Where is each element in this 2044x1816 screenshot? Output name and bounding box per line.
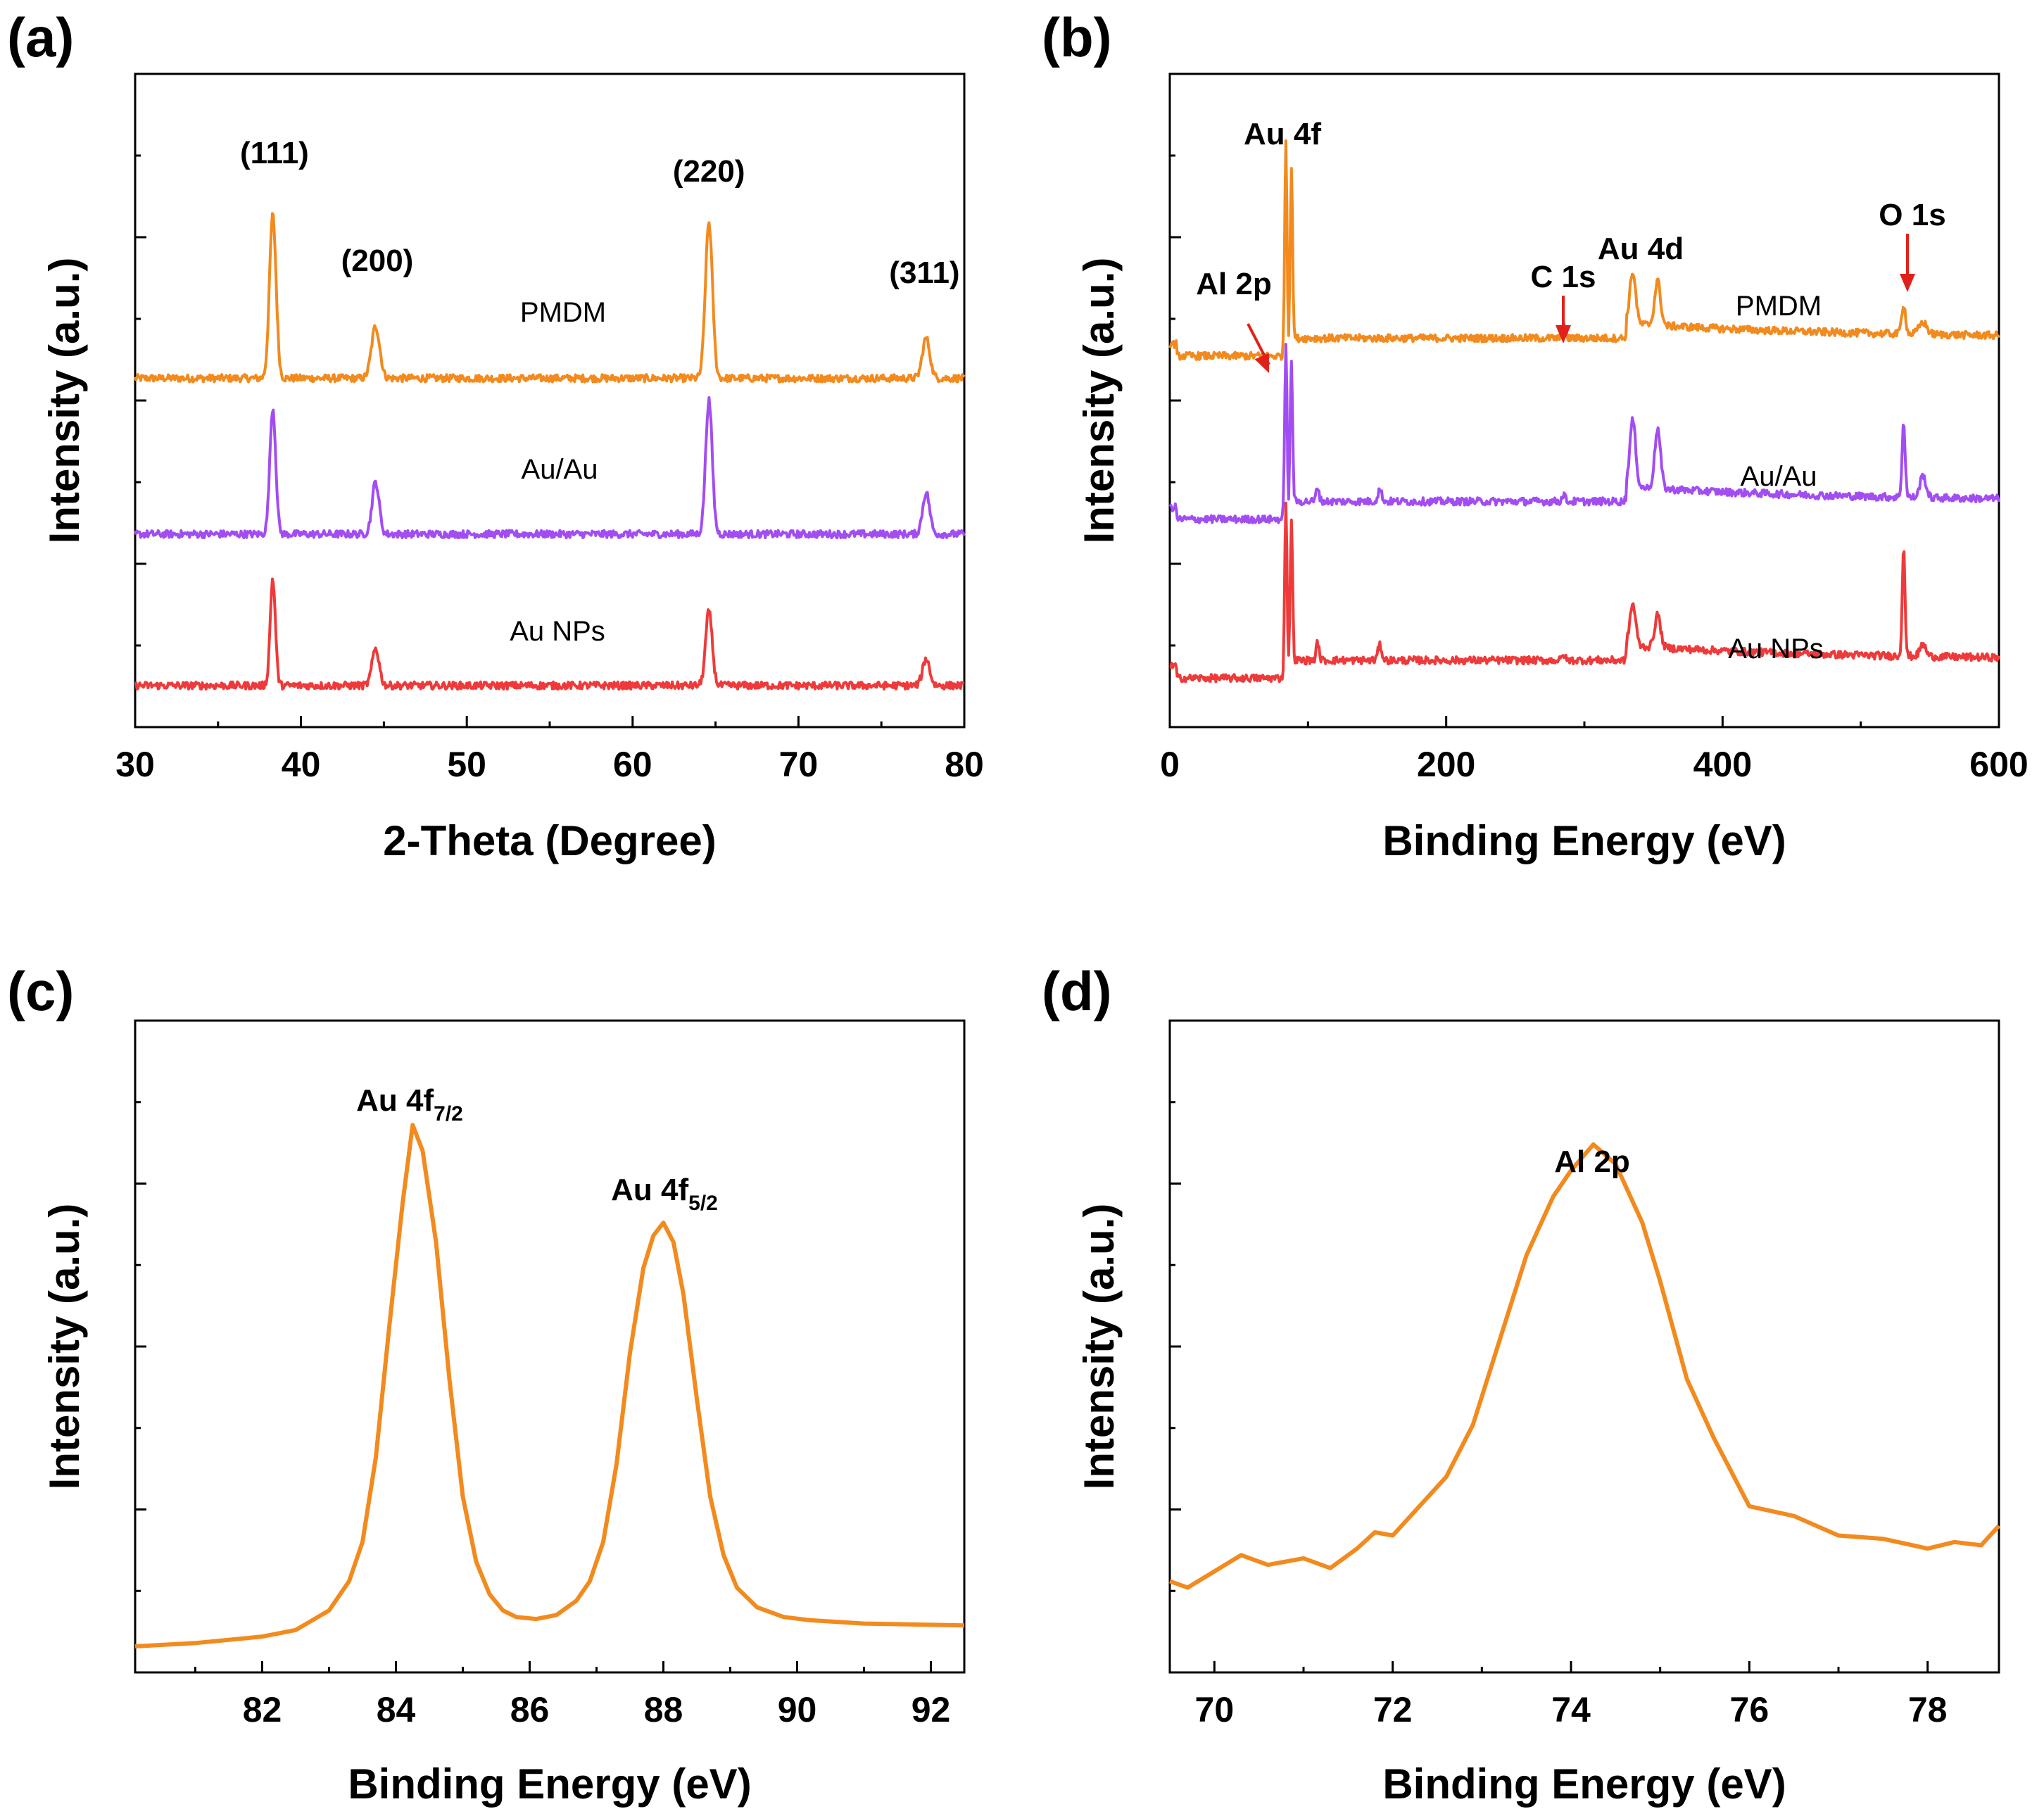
series-group-d <box>1168 1142 2001 1590</box>
plot-frame-d <box>1168 1019 2000 1674</box>
peak-label-subscript: 7/2 <box>434 1102 463 1125</box>
x-tick-label-a: 30 <box>115 745 155 784</box>
peak-label-subscript: 5/2 <box>688 1192 718 1215</box>
x-tick-label-c: 86 <box>510 1690 550 1729</box>
peak-label-d-0: Al 2p <box>1554 1145 1630 1179</box>
x-tick-label-b: 0 <box>1160 745 1180 784</box>
peak-label-a-3: (311) <box>889 256 959 290</box>
series-label-a-0: PMDM <box>520 297 606 328</box>
x-axis-title-a: 2-Theta (Degree) <box>383 817 716 864</box>
y-axis-title-b: Intensity (a.u.) <box>1075 258 1123 544</box>
series-group-c <box>134 1123 965 1648</box>
x-axis-title-b: Binding Energy (eV) <box>1382 817 1786 864</box>
series-line-b-0 <box>1168 139 2000 361</box>
x-tick-label-b: 400 <box>1693 745 1752 784</box>
x-tick-label-a: 80 <box>945 745 984 784</box>
x-tick-label-c: 92 <box>911 1690 951 1729</box>
x-ticks-b: 0 200 400 600 <box>1160 716 2029 784</box>
peak-label-c-1: Au 4f5/2 <box>611 1173 718 1215</box>
series-line-a-1 <box>134 396 966 540</box>
x-axis-title-c: Binding Energy (eV) <box>348 1760 751 1808</box>
labels-group-d: Al 2p <box>1554 1145 1630 1179</box>
x-ticks-d: 70 72 74 76 78 <box>1195 1661 1948 1729</box>
peak-label-b-4: Al 2p <box>1196 267 1272 301</box>
panel-label-c: (c) <box>7 960 74 1022</box>
y-ticks-a <box>135 154 146 647</box>
x-tick-label-a: 70 <box>779 745 819 784</box>
x-tick-label-d: 70 <box>1195 1690 1235 1729</box>
series-line-c-0 <box>134 1123 965 1648</box>
arrow-head-0 <box>1254 353 1269 373</box>
x-tick-label-b: 600 <box>1969 745 2028 784</box>
series-label-b-0: PMDM <box>1736 291 1822 322</box>
peak-label-a-0: (111) <box>240 136 309 170</box>
series-label-a-1: Au/Au <box>522 454 598 485</box>
series-group-a: PMDM Au/Au Au NPs <box>134 212 966 691</box>
panel-label-a: (a) <box>7 6 74 68</box>
panel-label-b: (b) <box>1042 6 1112 68</box>
peak-label-b-0: Au 4f <box>1244 117 1321 151</box>
series-group-b: PMDM Au/Au Au NPs <box>1168 139 2000 683</box>
x-tick-label-c: 82 <box>243 1690 282 1729</box>
y-axis-title-d: Intensity (a.u.) <box>1075 1204 1123 1490</box>
arrow-head-2 <box>1900 274 1915 292</box>
plot-frame-c <box>134 1019 966 1674</box>
x-tick-label-c: 84 <box>377 1690 416 1729</box>
peak-label-b-1: Au 4d <box>1598 232 1684 266</box>
peak-label-b-2: C 1s <box>1531 260 1596 294</box>
series-label-b-1: Au/Au <box>1741 461 1817 492</box>
panel-d-al2p: (d) 70 72 74 76 78 Al 2p Binding Energy (eV)… <box>1042 960 2001 1808</box>
peak-label-a-1: (200) <box>341 244 414 278</box>
panel-c-au4f: (c) 82 84 86 88 90 92 Au 4f7/2 Au 4f5/2 Bindin… <box>7 960 966 1808</box>
x-tick-label-a: 50 <box>447 745 486 784</box>
y-axis-title-a: Intensity (a.u.) <box>41 258 88 544</box>
peak-label-c-0: Au 4f7/2 <box>356 1083 463 1125</box>
x-tick-label-a: 60 <box>613 745 652 784</box>
series-line-a-0 <box>134 212 966 384</box>
series-label-b-2: Au NPs <box>1728 633 1824 664</box>
x-tick-label-d: 72 <box>1373 1690 1413 1729</box>
y-ticks-d <box>1170 1101 1181 1592</box>
x-ticks-c: 82 84 86 88 90 92 <box>194 1661 951 1729</box>
peak-label-a-2: (220) <box>673 154 745 189</box>
panel-a-xrd: (a) 30 40 50 60 70 80 PMDM Au/Au Au NPs (111) (2… <box>7 6 984 864</box>
x-tick-label-d: 74 <box>1551 1690 1591 1729</box>
y-axis-title-c: Intensity (a.u.) <box>41 1204 88 1490</box>
arrow-head-1 <box>1556 325 1571 343</box>
x-tick-label-b: 200 <box>1417 745 1475 784</box>
x-tick-label-d: 78 <box>1908 1690 1948 1729</box>
y-ticks-b <box>1170 154 1181 647</box>
x-tick-label-d: 76 <box>1730 1690 1769 1729</box>
series-line-b-2 <box>1169 501 2000 683</box>
x-tick-label-a: 40 <box>282 745 321 784</box>
series-line-d-0 <box>1168 1142 2001 1590</box>
x-tick-label-c: 90 <box>778 1690 817 1729</box>
labels-group-a: (111) (200) (220) (311) <box>240 136 960 290</box>
series-line-a-2 <box>134 577 965 691</box>
panel-label-d: (d) <box>1042 960 1112 1022</box>
x-tick-label-c: 88 <box>644 1690 683 1729</box>
x-ticks-a: 30 40 50 60 70 80 <box>115 716 984 784</box>
x-axis-title-d: Binding Energy (eV) <box>1382 1760 1786 1808</box>
peak-label-b-3: O 1s <box>1879 198 1945 232</box>
series-line-b-1 <box>1168 343 2000 524</box>
labels-group-b: Au 4f Au 4dC 1s O 1s Al 2p <box>1196 117 1946 373</box>
series-label-a-2: Au NPs <box>510 616 605 647</box>
y-ticks-c <box>135 1101 146 1592</box>
